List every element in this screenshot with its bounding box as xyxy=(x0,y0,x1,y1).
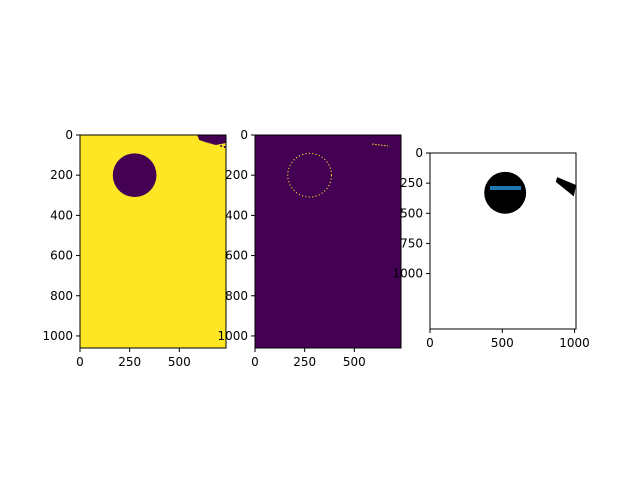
blob-speck xyxy=(227,145,229,147)
blob-speck xyxy=(234,145,236,147)
y-tick-label: 750 xyxy=(400,236,423,250)
y-tick-label: 600 xyxy=(225,249,248,263)
y-tick-label: 0 xyxy=(65,128,73,142)
corner-blob xyxy=(197,135,226,146)
y-tick-label: 200 xyxy=(225,168,248,182)
y-tick-label: 200 xyxy=(50,168,73,182)
axes-frame xyxy=(429,152,577,330)
blob-speck xyxy=(223,146,226,149)
x-tick-label: 500 xyxy=(168,355,191,369)
axes-frame xyxy=(254,134,402,349)
blob-circle xyxy=(112,153,157,198)
y-tick-label: 1000 xyxy=(217,329,248,343)
subplot-2: 0 250 500 0 200 400 600 800 1000 xyxy=(217,128,402,369)
plot-area-1 xyxy=(80,135,240,348)
y-tick-label: 1000 xyxy=(392,267,423,281)
image-background xyxy=(255,135,401,348)
x-tick-label: 250 xyxy=(118,355,141,369)
y-tick-label: 800 xyxy=(225,289,248,303)
y-tick-label: 400 xyxy=(225,208,248,222)
blob-speck xyxy=(238,146,240,148)
y-tick-label: 500 xyxy=(400,206,423,220)
subplot-3: 0 500 1000 0 250 500 750 1000 xyxy=(392,146,589,350)
blob-speck xyxy=(220,145,223,148)
edge-circle xyxy=(287,152,332,198)
y-tick-label: 0 xyxy=(415,146,423,160)
blob-speck xyxy=(231,146,233,148)
y-tick-label: 600 xyxy=(50,249,73,263)
blob-polygon xyxy=(555,177,576,197)
edge-segment xyxy=(372,143,389,147)
x-tick-label: 500 xyxy=(343,355,366,369)
x-tick-label: 0 xyxy=(426,336,434,350)
subplot-1: 0 250 500 0 200 400 600 800 1000 xyxy=(42,128,240,369)
plot-area-3 xyxy=(430,153,576,329)
blob-circle xyxy=(484,171,527,214)
y-tick-label: 1000 xyxy=(42,329,73,343)
x-tick-label: 500 xyxy=(491,336,514,350)
y-tick-label: 400 xyxy=(50,208,73,222)
x-tick-label: 250 xyxy=(293,355,316,369)
x-tick-label: 0 xyxy=(76,355,84,369)
plot-area-2 xyxy=(255,135,401,348)
y-tick-label: 0 xyxy=(240,128,248,142)
x-tick-label: 0 xyxy=(251,355,259,369)
axes-frame xyxy=(79,134,227,349)
y-tick-label: 250 xyxy=(400,176,423,190)
x-tick-label: 1000 xyxy=(559,336,590,350)
y-tick-label: 800 xyxy=(50,289,73,303)
